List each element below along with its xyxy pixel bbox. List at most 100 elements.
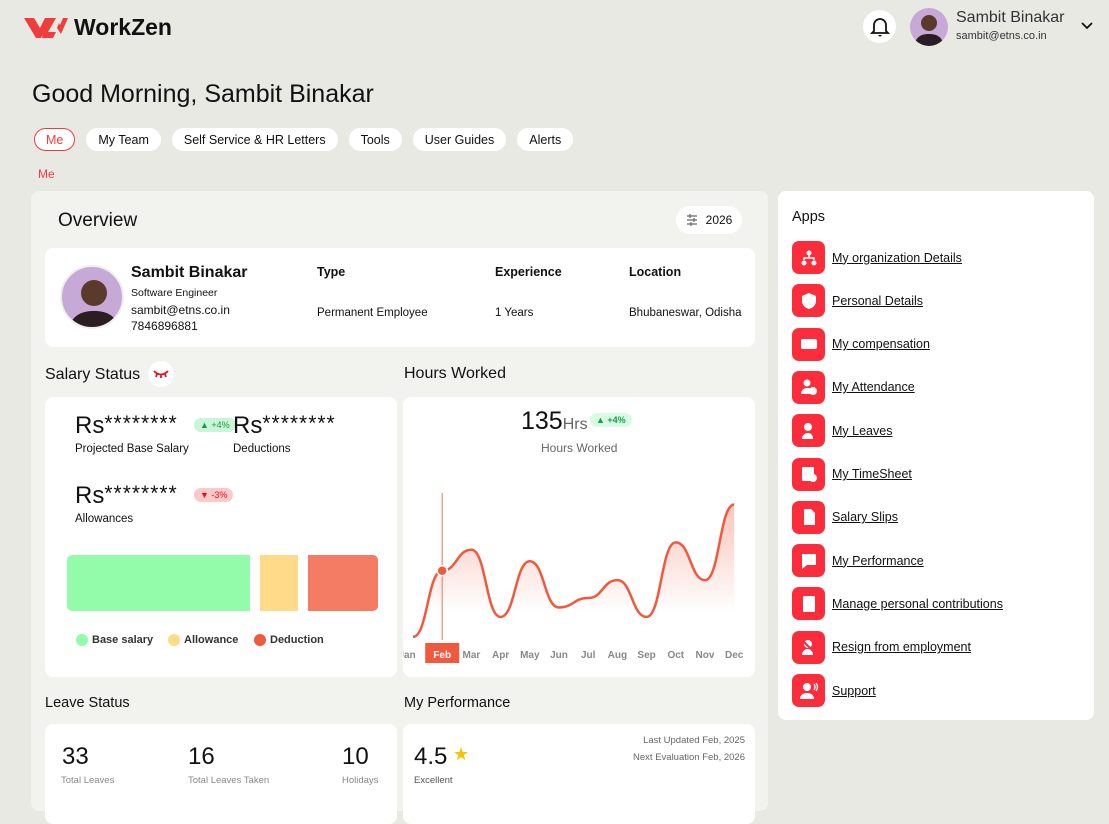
user-menu-toggle[interactable] [1080,18,1094,36]
toggle-salary-visibility[interactable] [148,361,174,387]
apps-title: Apps [792,209,826,225]
breadcrumb: Me [38,167,55,181]
salary-breakdown-bar [67,555,378,611]
allowances-change-badge: ▼ -3% [194,488,234,502]
document-icon [792,500,825,534]
profile-email: sambit@etns.co.in [131,303,230,317]
legend-label: Deduction [270,634,324,646]
user-name: Sambit Binakar [956,9,1065,26]
profile-phone: 7846896881 [131,319,198,333]
filter-icon [686,214,697,226]
app-item[interactable]: Support [792,674,876,707]
app-item[interactable]: Resign from employment [792,630,971,664]
x-tick-label: Sep [637,650,655,661]
year-filter-button[interactable]: 2026 [676,206,742,234]
legend-dot [168,634,180,646]
total-leaves-label: Total Leaves [61,775,115,786]
hours-card: 135Hrs ▲ +4% Hours Worked Jan Feb Mar Apr Ma… [403,397,755,677]
bell-icon [869,17,890,37]
rating-value: 4.5 [414,743,448,770]
app-item-label: Personal Details [832,293,924,308]
legend-label: Allowance [184,634,239,646]
avatar[interactable] [910,8,948,46]
deductions-value: Rs******** [233,412,336,440]
experience-label: Experience [495,265,562,279]
org-chart-icon [792,241,825,274]
tab-alerts[interactable]: Alerts [517,128,574,151]
performance-title: My Performance [404,695,511,711]
tab-user-guides[interactable]: User Guides [412,128,507,151]
profile-role: Software Engineer [131,287,218,299]
leaves-taken-label: Total Leaves Taken [188,775,270,786]
x-tick-label: Jan [403,650,416,661]
user-email: sambit@etns.co.in [956,30,1047,42]
app-item[interactable]: My organization Details [792,241,962,274]
projected-change: +4% [211,420,230,430]
tab-me[interactable]: Me [34,128,76,151]
experience-value: 1 Years [495,307,534,319]
support-icon [792,674,825,707]
legend-dot [76,634,88,646]
avatar-photo [914,15,944,46]
money-card-icon [792,327,825,361]
workzen-logo-icon [24,17,68,38]
selected-month-highlight [425,643,460,663]
notifications-button[interactable] [863,10,896,43]
rating-label: Excellent [414,775,453,786]
app-item[interactable]: Salary Slips [792,500,898,534]
timesheet-icon [792,457,825,491]
app-item[interactable]: My compensation [792,327,930,361]
masked-amount: ******** [262,412,336,435]
profile-avatar [60,265,124,329]
profile-name: Sambit Binakar [131,264,248,281]
hours-area [413,504,735,640]
leave-card [45,724,397,824]
app-item[interactable]: My TimeSheet [792,457,912,491]
allowances-change: -3% [211,490,228,500]
eye-closed-icon [153,370,169,378]
hours-line [412,503,735,639]
type-label: Type [317,265,346,279]
projected-salary-value: Rs******** [75,412,178,440]
currency: Rs [75,412,105,439]
legend-deduction: Deduction [254,634,324,646]
hours-total: 135Hrs [521,407,588,436]
app-item-label: My Performance [832,553,924,568]
x-tick-label: May [520,650,540,661]
last-updated: Last Updated Feb, 2025 [643,735,745,746]
tab-my-team[interactable]: My Team [86,128,161,151]
hours-chart[interactable]: Jan Feb Mar Apr May Jun Jul Aug Sep Oct Nov Dec [403,397,755,677]
app-item[interactable]: Personal Details [792,284,924,318]
location-value: Bhubaneswar, Odisha [629,307,742,319]
app-item[interactable]: My Leaves [792,414,892,448]
allowances-value: Rs******** [75,482,178,510]
data-point-feb[interactable] [436,564,448,577]
salary-segment-base-salary[interactable] [67,555,251,611]
app-item[interactable]: My Attendance [792,370,915,404]
salary-segment-allowance[interactable] [260,555,299,611]
tab-self-service[interactable]: Self Service & HR Letters [171,128,338,151]
profile-photo [69,280,119,327]
year-value: 2026 [705,213,733,227]
hours-unit: Hrs [562,416,588,433]
holidays-label: Holidays [342,775,379,786]
tab-tools[interactable]: Tools [348,128,402,151]
type-value: Permanent Employee [317,307,428,319]
app-item-label: Manage personal contributions [832,596,1003,611]
masked-amount: ******** [104,412,178,435]
leaves-taken-value: 16 [188,743,215,770]
salary-card [45,397,397,677]
deductions-label: Deductions [233,443,291,455]
x-tick-label: Feb [433,650,451,661]
app-item[interactable]: My Performance [792,544,924,578]
holidays-value: 10 [342,743,369,770]
salary-segment-deduction[interactable] [308,555,378,611]
chevron-down-icon [1081,22,1093,30]
hours-worked-title: Hours Worked [404,365,506,382]
app-item-label: My organization Details [832,250,962,265]
app-item[interactable]: Manage personal contributions [792,587,1003,621]
user-shield-icon [792,284,825,318]
brand-logo[interactable]: WorkZen [24,14,172,41]
app-item-label: My Attendance [832,380,915,395]
overview-title: Overview [58,210,138,231]
